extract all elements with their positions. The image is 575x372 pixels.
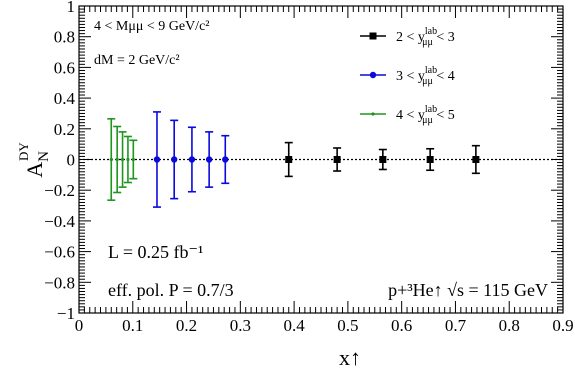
- annotation-mass-bin: dM = 2 GeV/c²: [94, 53, 180, 68]
- legend-marker: [371, 112, 375, 116]
- x-tick-label: 0: [75, 316, 84, 335]
- y-tick-label: 0.4: [54, 89, 76, 108]
- x-tick-label: 0.2: [176, 316, 197, 335]
- data-point: [379, 156, 387, 163]
- legend-label: 2 < ylab μμ < 3: [396, 26, 455, 48]
- annotation-beam: p+³He↑ √s = 115 GeV: [388, 280, 548, 300]
- annotation-polarization: eff. pol. P = 0.7/3: [108, 280, 234, 300]
- legend-marker: [369, 32, 377, 40]
- svg-text:ANDY: AN DY: [16, 142, 52, 178]
- series-1: [284, 141, 480, 178]
- x-tick-label: 0.4: [283, 316, 305, 335]
- x-tick-labels: 0 0.1 0.2 0.3 0.4 0.5 0.6 0.7 0.8 0.9: [75, 316, 574, 335]
- y-axis-label-sup: DY: [16, 142, 31, 161]
- y-tick-label: 1: [67, 0, 76, 16]
- axis-ticks: [78, 5, 564, 314]
- data-point: [120, 157, 125, 162]
- y-tick-label: 0: [67, 151, 76, 170]
- y-tick-label: −0.4: [44, 212, 75, 231]
- legend-label: 4 < ylab μμ < 5: [396, 104, 455, 126]
- y-axis-label-main: A: [22, 162, 47, 178]
- annotation-lumi: L = 0.25 fb⁻¹: [108, 242, 203, 262]
- data-point: [153, 156, 161, 163]
- y-tick-label: 0.8: [54, 28, 75, 47]
- legend-marker: [369, 71, 377, 79]
- data-point: [222, 156, 229, 163]
- data-point: [285, 156, 293, 163]
- y-tick-label: 0.6: [54, 58, 75, 77]
- data-point: [131, 157, 135, 162]
- y-tick-labels: −1 −0.8 −0.6 −0.4 −0.2 0 0.2 0.4 0.6 0.8 1: [44, 0, 75, 323]
- legend: 2 < ylab μμ < 3 3 < ylab μμ < 4 4 < ylab μμ <…: [360, 26, 455, 126]
- data-point: [109, 157, 113, 162]
- x-tick-label: 0.7: [445, 316, 467, 335]
- data-point: [472, 156, 480, 163]
- x-tick-label: 0.1: [122, 316, 143, 335]
- y-axis-label-sub: N: [36, 151, 52, 162]
- series-3: [107, 118, 138, 201]
- y-tick-label: −0.2: [44, 181, 75, 200]
- y-tick-label: 0.2: [54, 120, 75, 139]
- y-tick-label: −0.6: [44, 243, 75, 262]
- data-point: [333, 156, 341, 163]
- x-axis-label: x↑: [339, 345, 361, 370]
- data-point: [115, 157, 119, 162]
- data-point: [126, 157, 130, 162]
- y-tick-label: −1: [57, 304, 75, 323]
- x-tick-label: 0.8: [499, 316, 520, 335]
- data-point: [170, 156, 178, 163]
- x-tick-label: 0.9: [552, 316, 573, 335]
- data-point: [188, 156, 196, 163]
- data-marks: [107, 111, 480, 208]
- series-2: [152, 111, 230, 208]
- data-point: [205, 156, 213, 163]
- y-axis-label: AN DY: [16, 142, 52, 178]
- x-tick-label: 0.6: [391, 316, 412, 335]
- x-tick-label: 0.3: [230, 316, 251, 335]
- legend-label: 3 < ylab μμ < 4: [396, 65, 455, 87]
- annotation-mass-range: 4 < Mμμ < 9 GeV/c²: [94, 19, 210, 34]
- y-tick-label: −0.8: [44, 273, 75, 292]
- data-point: [426, 156, 434, 163]
- x-tick-label: 0.5: [337, 316, 358, 335]
